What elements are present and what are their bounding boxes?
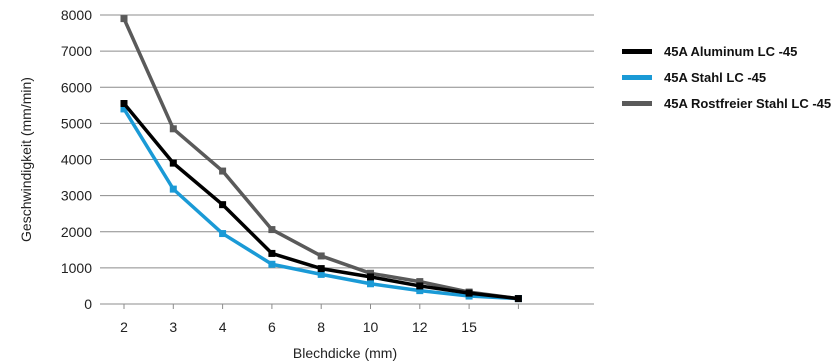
data-point	[219, 230, 227, 238]
data-point	[416, 282, 424, 290]
data-point	[317, 252, 325, 260]
gridlines	[100, 14, 594, 305]
y-tick-label: 7000	[61, 43, 92, 59]
y-tick-label: 0	[84, 296, 92, 312]
legend-swatch	[622, 48, 652, 54]
legend-label: 45A Rostfreier Stahl LC -45	[664, 95, 832, 111]
data-point	[120, 15, 128, 23]
x-tick-label: 15	[461, 319, 477, 335]
y-tick-labels: 0 1000 2000 3000 4000 5000 6000 7000 8000	[61, 7, 92, 312]
legend-swatch	[622, 100, 652, 106]
x-tick-label: 8	[317, 319, 325, 335]
data-point	[219, 201, 227, 209]
data-point	[169, 125, 177, 133]
y-tick-label: 2000	[61, 224, 92, 240]
data-point	[268, 249, 276, 257]
data-point	[120, 105, 128, 113]
data-point	[416, 287, 424, 295]
x-tick-label: 3	[169, 319, 177, 335]
legend-swatch	[622, 74, 652, 80]
x-tick-label: 2	[120, 319, 128, 335]
x-tick-label: 4	[219, 319, 227, 335]
x-tick-label: 6	[268, 319, 276, 335]
y-tick-label: 6000	[61, 79, 92, 95]
data-point	[268, 260, 276, 268]
data-point	[367, 269, 374, 277]
x-tick-labels: 2 3 4 6 8 10 12 15	[120, 304, 519, 335]
data-point	[169, 159, 177, 167]
x-tick-label: 10	[363, 319, 379, 335]
data-point	[317, 265, 325, 273]
legend-label: 45A Stahl LC -45	[664, 69, 767, 85]
legend-item: 45A Rostfreier Stahl LC -45	[622, 90, 831, 116]
x-axis-title: Blechdicke (mm)	[293, 345, 397, 361]
data-point	[268, 226, 276, 234]
data-point	[367, 273, 374, 281]
y-axis-title: Geschwindigkeit (mm/min)	[18, 77, 34, 242]
legend-label: 45A Aluminum LC -45	[664, 43, 798, 59]
legend: 45A Aluminum LC -45 45A Stahl LC -45 45A R…	[622, 38, 831, 116]
y-tick-label: 3000	[61, 188, 92, 204]
y-tick-label: 5000	[61, 115, 92, 131]
series-2	[120, 15, 522, 303]
data-point	[120, 100, 128, 108]
data-point	[219, 167, 227, 175]
y-tick-label: 8000	[61, 7, 92, 23]
series-group	[120, 15, 522, 303]
legend-item: 45A Stahl LC -45	[622, 64, 831, 90]
legend-item: 45A Aluminum LC -45	[622, 38, 831, 64]
series-0	[120, 100, 522, 303]
data-point	[514, 295, 522, 303]
data-point	[169, 185, 177, 193]
y-tick-label: 4000	[61, 152, 92, 168]
x-tick-label: 12	[412, 319, 428, 335]
data-point	[317, 270, 325, 278]
data-point	[367, 280, 374, 288]
y-tick-label: 1000	[61, 260, 92, 276]
data-point	[416, 278, 424, 286]
data-point	[465, 289, 473, 297]
